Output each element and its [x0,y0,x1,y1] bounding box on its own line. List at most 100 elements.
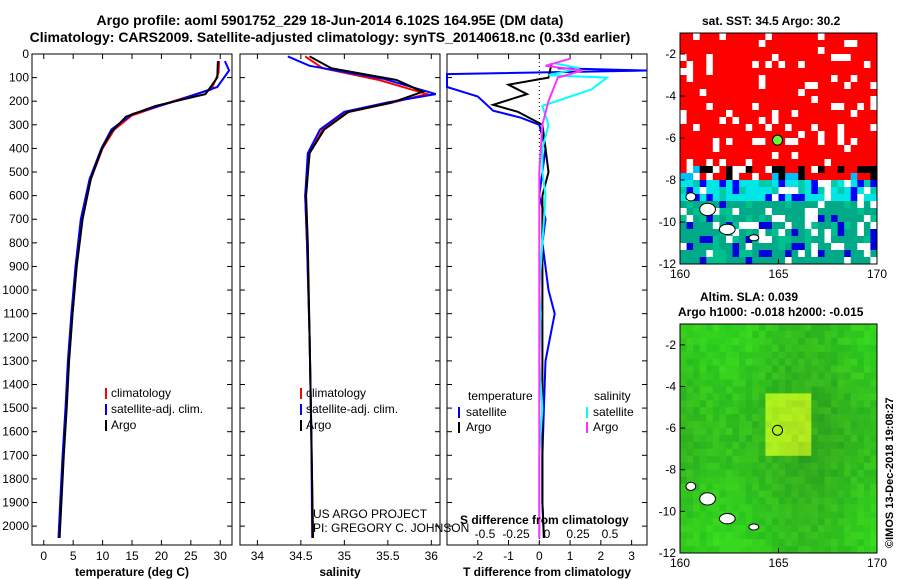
map-cell [765,250,773,258]
map-cell [785,208,793,216]
map-cell [765,504,773,512]
map-cell [719,462,727,471]
map-island [718,223,736,236]
map-cell [817,539,825,547]
map-cell [712,194,720,202]
x-tick-label: 35.5 [376,549,400,563]
top-tick-label: 0.5 [602,527,619,541]
map-cell [686,138,694,146]
map-cell [758,103,766,111]
map-cell [758,525,766,533]
map-cell [758,532,766,540]
map-cell [699,124,707,132]
map-cell [824,462,832,471]
map-cell [732,33,740,41]
map-cell [752,187,760,195]
map-cell [844,75,852,83]
map-cell [752,407,760,415]
map-cell [778,194,786,202]
map-cell [850,208,858,216]
map-cell [837,497,845,505]
map-cell [706,215,714,223]
map-cell [693,344,701,353]
map-cell [712,414,720,422]
map-cell [706,75,714,83]
map-cell [785,152,793,160]
map-cell [863,337,871,346]
map-cell [824,448,832,457]
map-cell [752,365,760,373]
map-cell [791,159,799,167]
map-cell [726,208,734,216]
map-cell [739,145,747,153]
map-cell [686,257,694,265]
map-cell [804,61,812,69]
map-cell [804,344,812,353]
map-cell [712,201,720,209]
map-cell [811,400,819,408]
map-cell [693,103,701,111]
map-cell [712,208,720,216]
map-cell [817,518,825,526]
map-cell [758,455,766,464]
map-cell [739,187,747,195]
map-cell [739,483,747,491]
map-cell [680,393,688,401]
map-cell [804,187,812,195]
map-cell [739,400,747,408]
map-cell [719,407,727,415]
map-cell [844,400,852,408]
map-cell [758,187,766,195]
map-cell [699,40,707,48]
map-cell [752,257,760,265]
map-cell [693,546,701,554]
x-tick-label: 35 [338,549,352,563]
map-cell [726,159,734,167]
map-cell [771,194,779,202]
map-cell [798,110,806,118]
map-cell [791,257,799,265]
map-cell [778,54,786,62]
map-cell [857,180,865,188]
map-cell [706,358,714,367]
map-cell [758,393,766,401]
map-cell [857,201,865,209]
map-cell [831,476,839,485]
map-cell [706,407,714,415]
map-cell [693,455,701,464]
map-cell [686,330,694,339]
map-cell [785,414,793,422]
map-cell [863,257,871,265]
map-cell [712,96,720,104]
map-cell [739,103,747,111]
map-cell [785,61,793,69]
map-cell [706,243,714,251]
map-cell [850,257,858,265]
map-cell [765,215,773,223]
map-cell [824,539,832,547]
map-cell [791,243,799,251]
map-cell [850,229,858,237]
map-cell [791,330,799,339]
map-cell [870,407,878,415]
map-cell [798,337,806,346]
map-cell [686,40,694,48]
map-cell [824,257,832,265]
map-cell [824,145,832,153]
map-cell [693,393,701,401]
map-cell [857,344,865,353]
map-cell [739,428,747,436]
map-cell [771,490,779,498]
map-cell [706,110,714,118]
map-cell [778,365,786,373]
map-cell [680,358,688,367]
map-cell [726,166,734,174]
map-cell [804,110,812,118]
map-cell [739,75,747,83]
map-cell [712,421,720,429]
map-cell [791,124,799,132]
map-cell [791,448,799,457]
map-cell [844,442,852,450]
map-cell [706,379,714,387]
map-cell [798,208,806,216]
